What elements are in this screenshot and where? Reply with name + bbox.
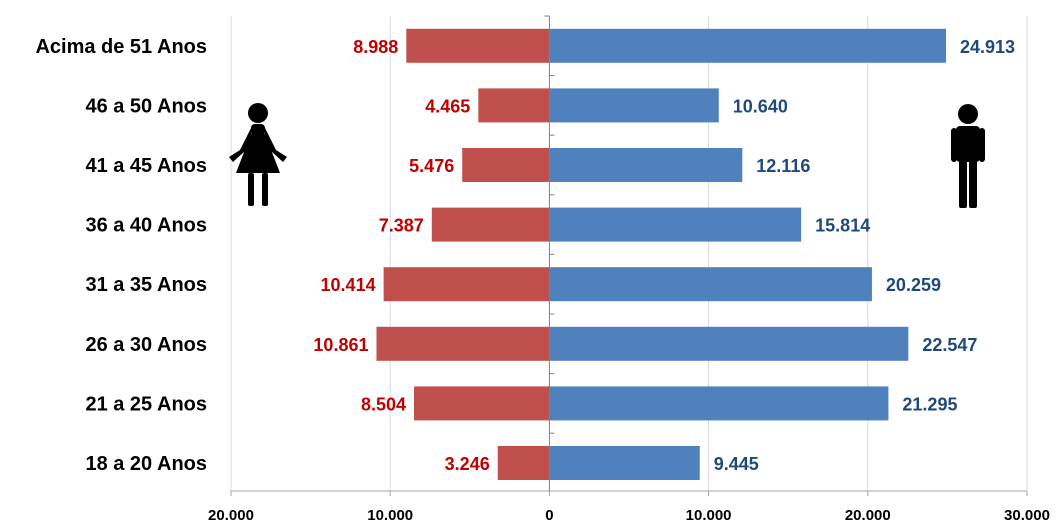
male-bar [549,148,743,182]
male-person-icon [951,104,985,208]
male-value-label: 24.913 [960,37,1015,57]
female-value-label: 3.246 [445,454,490,474]
labels: Acima de 51 Anos 8.988 24.913 46 a 50 Anos 4… [35,36,1015,475]
x-tick-label: 0 [545,507,553,524]
category-label: 41 a 45 Anos [85,155,207,177]
female-bar [376,326,550,361]
male-value-label: 22.547 [922,335,977,355]
category-label: 26 a 30 Anos [85,334,207,356]
female-bar [383,267,550,302]
female-bar [462,148,550,182]
male-value-label: 10.640 [733,96,788,116]
x-tick-label: 10.000 [686,507,732,524]
category-label: 36 a 40 Anos [85,215,207,237]
female-bar [497,446,550,480]
female-value-label: 10.861 [313,335,368,355]
male-bar [549,326,909,361]
female-value-label: 10.414 [321,275,376,295]
x-tick-label: 20.000 [845,507,891,524]
male-bar [549,446,700,480]
x-tick-label: 10.000 [367,507,413,524]
category-label: 18 a 20 Anos [85,453,207,475]
female-value-label: 8.988 [353,37,398,57]
male-bar [549,207,802,242]
x-tick-label: 30.000 [1004,507,1050,524]
male-value-label: 21.295 [902,394,957,414]
male-bar [549,28,947,63]
female-value-label: 7.387 [379,216,424,236]
category-label: 46 a 50 Anos [85,95,207,117]
x-tick-label: 20.000 [208,507,254,524]
male-value-label: 15.814 [815,216,870,236]
category-label: Acima de 51 Anos [35,36,207,58]
female-value-label: 5.476 [409,156,454,176]
male-bar [549,267,872,302]
category-label: 31 a 35 Anos [85,274,207,296]
icons [229,103,985,208]
axes: 20.000 10.000 0 10.000 20.000 30.000 [208,15,1050,524]
male-bar [549,88,719,123]
male-bar [549,386,889,421]
male-value-label: 12.116 [756,156,810,176]
category-label: 21 a 25 Anos [85,393,207,415]
female-value-label: 4.465 [425,96,470,116]
bars [376,28,947,480]
female-bar [478,88,550,123]
female-bar [431,207,550,242]
female-bar [414,386,550,421]
male-value-label: 9.445 [714,454,759,474]
male-value-label: 20.259 [886,275,941,295]
female-bar [406,28,550,63]
female-person-icon [229,103,287,206]
female-value-label: 8.504 [361,394,406,414]
